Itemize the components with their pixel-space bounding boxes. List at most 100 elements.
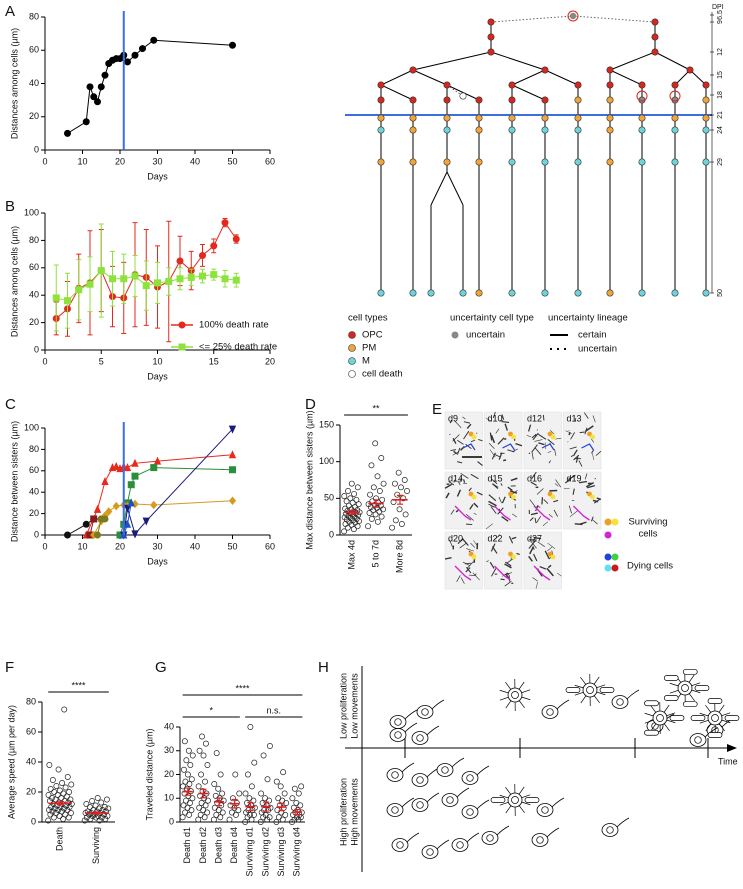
tree-node <box>409 96 417 104</box>
data-point <box>49 808 56 815</box>
cell-process <box>501 496 506 504</box>
data-point <box>100 811 107 818</box>
x-tick-label: 30 <box>152 156 162 166</box>
marker <box>142 282 150 290</box>
cell-body <box>451 838 469 852</box>
cell-process <box>543 499 549 504</box>
cell-body <box>507 687 523 703</box>
dpi-tick-label: 29 <box>717 158 724 166</box>
data-point <box>297 802 304 809</box>
cell-nucleus <box>426 848 434 856</box>
tree-node <box>377 81 385 89</box>
tree-node <box>671 126 679 134</box>
cell-process <box>493 534 501 541</box>
legend-swatch <box>348 370 356 378</box>
panel-label: C <box>5 396 16 413</box>
marker <box>52 294 60 302</box>
data-point <box>215 807 222 814</box>
tree-edge <box>544 69 579 86</box>
cell-process <box>470 473 479 480</box>
tree-node <box>475 126 483 134</box>
cell-process <box>505 561 512 567</box>
data-point <box>353 496 360 503</box>
cell-process <box>492 411 496 419</box>
legend-title: uncertainty lineage <box>548 313 628 324</box>
cell-nucleus <box>656 714 664 722</box>
data-point <box>276 802 283 809</box>
data-point <box>348 480 355 487</box>
row-label: Low movements <box>349 673 359 739</box>
cell-nucleus <box>486 834 494 842</box>
data-point <box>55 807 62 813</box>
marker <box>228 496 237 506</box>
legend-swatch <box>348 331 356 339</box>
data-point <box>212 792 219 799</box>
data-point <box>400 495 407 502</box>
marker <box>86 280 94 288</box>
data-point <box>204 809 211 816</box>
marker <box>210 242 218 250</box>
data-point <box>273 778 280 785</box>
cell-process <box>529 546 534 555</box>
track <box>533 565 551 581</box>
marker <box>153 456 162 465</box>
y-tick-label: 20 <box>29 508 39 518</box>
legend-label: uncertain <box>466 330 505 341</box>
cell-process <box>456 489 462 497</box>
track <box>533 505 551 521</box>
cell-process <box>453 420 462 429</box>
y-tick-label: 60 <box>29 45 39 55</box>
cell-process <box>591 449 595 454</box>
data-point <box>185 792 192 799</box>
cell-process <box>533 553 538 562</box>
y-tick-label: 60 <box>26 726 36 736</box>
x-tick-label: 40 <box>190 156 200 166</box>
marker <box>131 51 139 59</box>
cell-process <box>531 471 537 479</box>
data-point <box>96 805 103 812</box>
data-point <box>98 814 105 821</box>
data-point <box>182 809 189 816</box>
cell-process <box>465 513 474 521</box>
marker <box>93 504 102 513</box>
cell-process <box>453 479 456 483</box>
tree-edge <box>412 69 448 86</box>
data-point <box>197 811 204 818</box>
tree-edge <box>490 51 546 71</box>
data-point <box>260 752 267 759</box>
cell-process <box>473 540 477 546</box>
cell-process <box>478 438 483 442</box>
data-point <box>236 790 243 797</box>
x-tick-label: 0 <box>42 541 47 551</box>
cell-process <box>567 441 569 443</box>
data-point <box>61 706 68 713</box>
data-point <box>184 771 191 778</box>
row-label: High movements <box>349 778 359 846</box>
data-point <box>66 789 73 795</box>
marker <box>112 501 120 511</box>
cell-process <box>531 451 534 460</box>
cell-process <box>551 797 565 808</box>
tree-node <box>569 12 577 20</box>
cell-process <box>489 561 495 569</box>
tree-node <box>459 92 467 100</box>
cell-process <box>470 439 476 443</box>
cell-nucleus <box>466 808 474 816</box>
panel-label: A <box>5 3 15 20</box>
dpi-tick-label: 12 <box>717 48 724 56</box>
data-point <box>289 795 296 802</box>
cell-process <box>401 762 415 773</box>
myelin <box>694 685 710 691</box>
myelin <box>707 698 723 704</box>
cell-process <box>444 483 453 489</box>
significance-label: n.s. <box>266 705 281 715</box>
cell-process <box>553 509 559 517</box>
cell-process <box>534 517 537 524</box>
cell-process <box>476 799 490 810</box>
cell-process <box>504 580 512 587</box>
tree-node <box>606 158 614 166</box>
tile-label: d22 <box>488 533 503 543</box>
marker <box>64 129 72 137</box>
cell <box>547 491 553 497</box>
cell-process <box>485 417 492 422</box>
